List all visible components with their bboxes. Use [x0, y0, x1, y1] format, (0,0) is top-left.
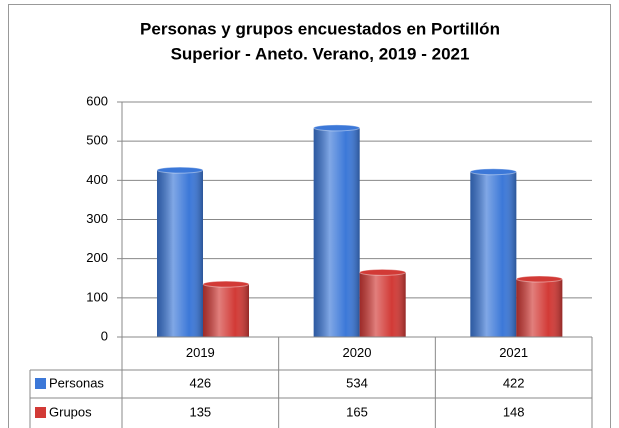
y-tick-label: 600: [86, 93, 108, 108]
legend-swatch: [35, 378, 46, 389]
y-tick-label: 300: [86, 211, 108, 226]
bar-cap: [313, 124, 361, 132]
bar-cap: [202, 280, 250, 288]
x-tick-label: 2019: [186, 345, 215, 360]
bar-shine: [313, 127, 360, 337]
table-value: 426: [189, 375, 211, 390]
table-value: 135: [189, 404, 211, 419]
x-tick-label: 2020: [343, 345, 372, 360]
chart-title: Personas y grupos encuestados en Portill…: [140, 19, 500, 38]
y-tick-label: 0: [101, 328, 108, 343]
legend-label: Personas: [49, 375, 104, 390]
table-value: 148: [503, 404, 525, 419]
bar-cap: [359, 268, 407, 276]
bar-shine: [359, 272, 406, 337]
bar-cap: [469, 168, 517, 176]
legend-swatch: [35, 407, 46, 418]
table-value: 534: [346, 375, 368, 390]
bar-cap: [515, 275, 563, 283]
bar-shine: [516, 279, 563, 337]
x-tick-label: 2021: [499, 345, 528, 360]
legend-label: Grupos: [49, 404, 92, 419]
bar-shine: [470, 171, 517, 337]
y-tick-label: 100: [86, 289, 108, 304]
table-value: 422: [503, 375, 525, 390]
chart-title: Superior - Aneto. Verano, 2019 - 2021: [171, 44, 470, 63]
y-tick-label: 500: [86, 133, 108, 148]
table-value: 165: [346, 404, 368, 419]
bar-shine: [203, 284, 249, 337]
bar-cap: [156, 166, 204, 174]
bar-shine: [157, 170, 203, 337]
y-tick-label: 200: [86, 250, 108, 265]
y-tick-label: 400: [86, 172, 108, 187]
